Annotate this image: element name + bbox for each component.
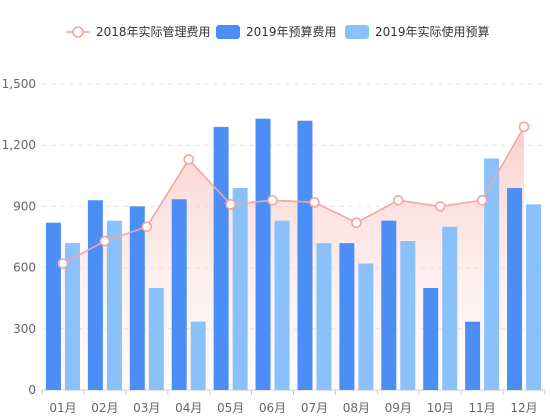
x-tick-label: 11月 [468,401,495,415]
line-point [99,235,111,247]
line-point [57,258,69,269]
bar-actual-budget [526,204,542,390]
y-tick-label: 900 [13,199,36,213]
bar-actual-budget [64,243,80,390]
legend: 2018年实际管理费用 2019年预算费用 2019年实际使用预算 [66,24,490,39]
line-point [392,194,404,206]
bar-actual-budget [190,321,206,390]
line-series [57,121,530,269]
y-tick-label: 300 [13,322,36,336]
bar-budget [87,200,103,390]
line-point [225,199,236,210]
bar-budget [297,120,313,390]
x-tick-label: 03月 [133,401,160,415]
x-tick-label: 04月 [175,401,202,415]
bar-budget [465,321,481,390]
legend-label: 2018年实际管理费用 [96,24,211,39]
x-tick-label: 10月 [427,401,454,415]
x-axis: 01月 02月 03月 04月 05月 06月 07月 08月 09月 10月 11月 12月 [41,390,546,415]
line-point [351,217,362,229]
bar-actual-budget [484,158,500,390]
line-path [62,126,525,265]
y-axis: 0 300 600 900 1,200 1,500 [2,77,36,397]
bar-actual-budget [148,288,164,390]
x-tick-label: 09月 [385,401,412,415]
bar-budget [171,199,187,390]
bar-actual-budget [232,188,248,390]
bar-budget [423,288,439,390]
legend-marker-point [72,26,84,38]
bar-budget [339,243,355,390]
line-point [476,194,488,206]
y-tick-label: 0 [28,383,36,397]
bar-budget [255,118,271,391]
x-tick-label: 12月 [510,401,537,415]
bar-budget [507,188,523,390]
y-tick-label: 1,500 [2,77,36,91]
bar-actual-budget [358,263,374,390]
bar-actual-budget [400,241,416,390]
line-point [518,121,530,133]
x-tick-label: 05月 [217,401,244,415]
legend-label: 2019年预算费用 [246,24,337,39]
line-point [434,201,446,212]
legend-marker-bar [345,25,369,39]
x-tick-label: 07月 [301,401,328,415]
x-tick-label: 08月 [343,401,370,415]
bar-budget [381,220,397,390]
bars [45,118,542,391]
legend-label: 2019年实际使用预算 [375,24,490,39]
line-point [309,197,320,208]
bar-budget [129,206,145,390]
x-tick-label: 06月 [259,401,286,415]
bar-actual-budget [274,220,290,390]
line-point [141,221,153,233]
y-tick-label: 1,200 [2,138,36,152]
x-tick-label: 02月 [91,401,118,415]
x-tick-label: 01月 [49,401,76,415]
bar-budget [213,126,229,390]
bar-budget [45,222,61,390]
bar-actual-budget [442,226,458,390]
legend-marker-bar [216,25,240,39]
bar-actual-budget [106,220,122,390]
bar-actual-budget [316,243,332,390]
y-tick-label: 600 [13,261,36,275]
line-point [183,154,195,165]
line-point [267,194,278,206]
